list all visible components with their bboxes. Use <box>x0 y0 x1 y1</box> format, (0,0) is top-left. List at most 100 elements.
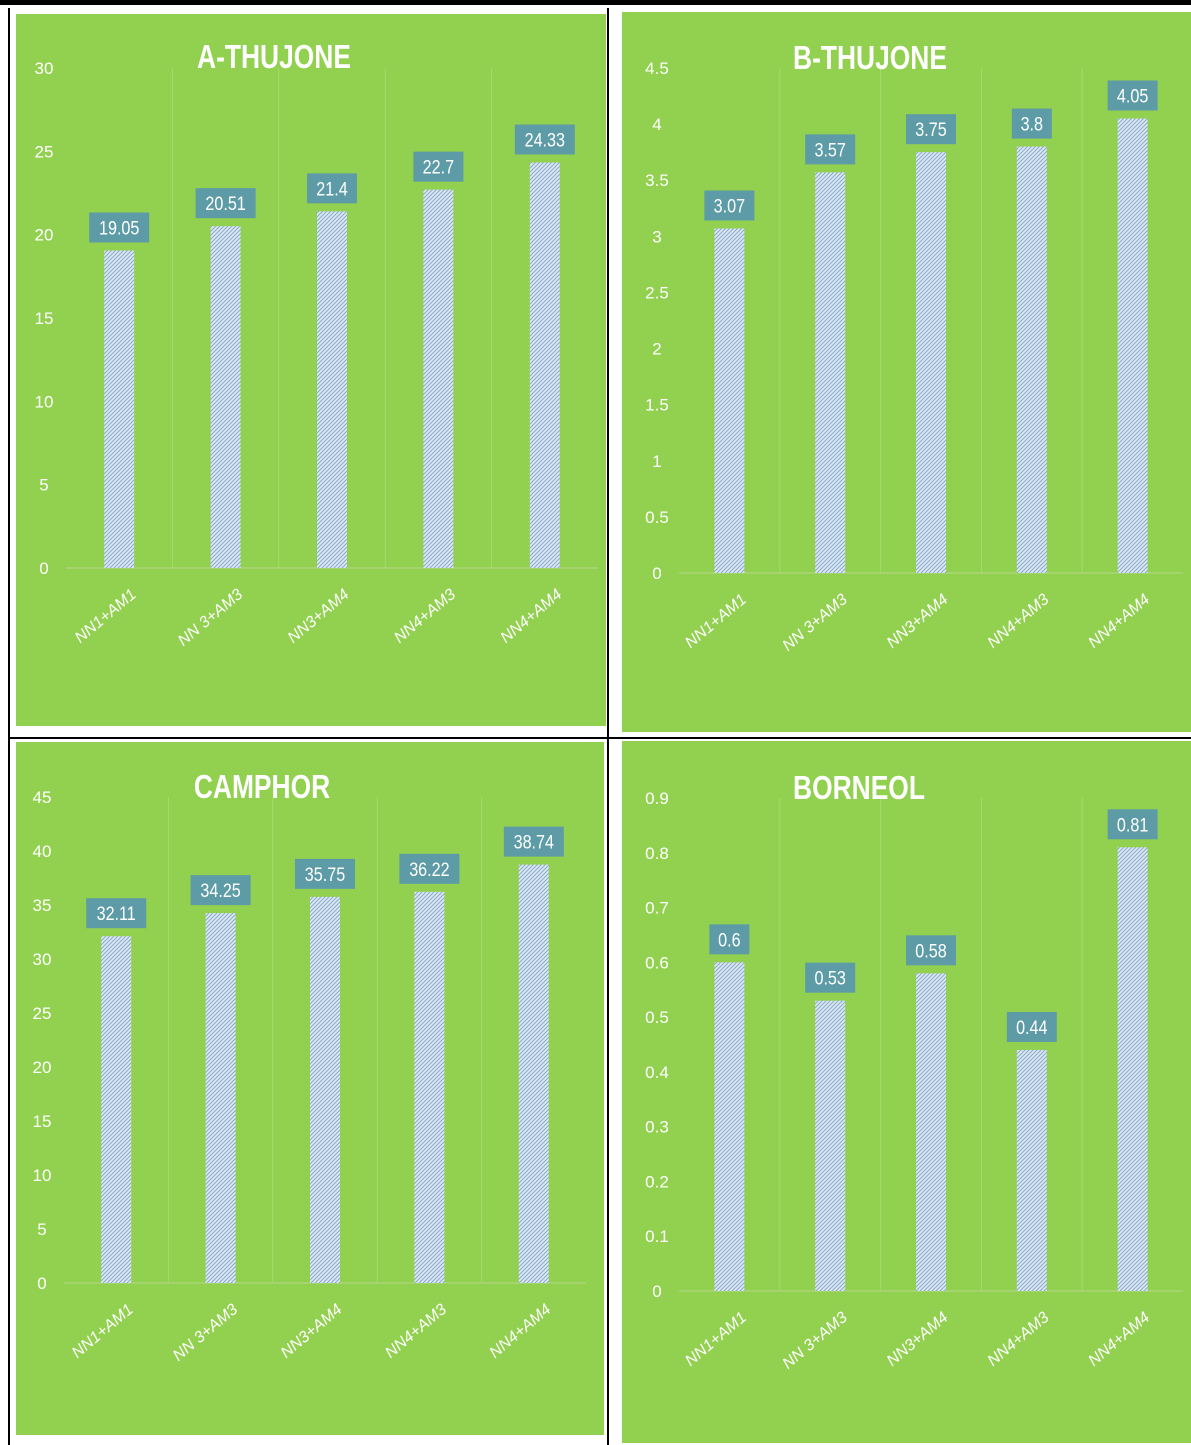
bar <box>1117 847 1148 1291</box>
chart-title: B-THUJONE <box>793 40 947 77</box>
y-tick-label: 0 <box>652 564 661 583</box>
x-tick-label: NN 3+AM3 <box>780 1309 851 1373</box>
data-label: 0.6 <box>718 929 741 951</box>
data-label: 32.11 <box>97 903 136 925</box>
table-border-left <box>8 8 10 1445</box>
y-tick-label: 2 <box>652 340 661 359</box>
data-label: 21.4 <box>316 178 348 200</box>
data-label-box <box>906 114 956 145</box>
top-rule <box>0 0 1191 5</box>
data-label-box <box>709 924 750 955</box>
bar <box>815 1000 846 1291</box>
bar <box>1016 146 1047 574</box>
y-tick-label: 30 <box>35 59 54 78</box>
y-tick-label: 20 <box>35 226 54 245</box>
y-tick-label: 10 <box>35 392 54 411</box>
y-tick-label: 4 <box>652 115 661 134</box>
data-label-box <box>1011 108 1052 139</box>
table-border-middle <box>607 8 609 1445</box>
bar <box>101 936 132 1283</box>
y-tick-label: 40 <box>33 842 52 861</box>
y-tick-label: 0.5 <box>645 508 669 527</box>
bar <box>414 891 445 1283</box>
x-tick-label: NN4+AM3 <box>985 1309 1053 1370</box>
y-tick-label: 25 <box>35 142 54 161</box>
y-tick-label: 0.4 <box>645 1063 669 1082</box>
bar <box>205 913 236 1283</box>
data-label-box <box>307 173 357 204</box>
data-label: 38.74 <box>514 831 555 853</box>
y-tick-label: 0.3 <box>645 1118 669 1137</box>
y-tick-label: 0.1 <box>645 1227 669 1246</box>
bar <box>210 226 241 568</box>
x-tick-label: NN1+AM1 <box>682 1309 750 1370</box>
data-label: 20.51 <box>205 193 245 215</box>
x-tick-label: NN 3+AM3 <box>170 1301 241 1365</box>
x-tick-label: NN1+AM1 <box>682 591 750 652</box>
data-label: 0.81 <box>1117 814 1148 836</box>
data-label: 3.75 <box>915 119 947 141</box>
chart-a-thujone: 0 5 10 15 20 25 30 A-THUJONE 19.05 NN1+AM1 20.51 NN… <box>35 39 598 650</box>
bar <box>1117 118 1148 573</box>
data-label-box <box>704 190 755 221</box>
y-tick-label: 5 <box>39 476 48 495</box>
y-tick-label: 1 <box>652 452 661 471</box>
bar <box>310 896 340 1283</box>
bar <box>916 152 946 573</box>
y-tick-label: 25 <box>33 1004 52 1023</box>
x-tick-label: NN1+AM1 <box>69 1301 137 1362</box>
data-label: 34.25 <box>200 880 241 902</box>
chart-title: A-THUJONE <box>197 39 351 76</box>
data-label: 0.58 <box>915 940 947 962</box>
x-tick-label: NN1+AM1 <box>72 586 140 647</box>
y-tick-label: 0.8 <box>645 844 669 863</box>
y-tick-label: 3.5 <box>645 171 669 190</box>
x-tick-label: NN4+AM4 <box>1085 591 1153 652</box>
data-label-box <box>89 212 150 243</box>
chart-borneol: 0 0.1 0.2 0.3 0.4 0.5 0.6 0.7 0.8 0.9 BORNEOL 0.6 NN… <box>645 770 1183 1373</box>
bar <box>317 211 347 569</box>
data-label-box <box>1107 80 1158 111</box>
data-label-box <box>86 898 147 929</box>
chart-title: BORNEOL <box>793 770 925 807</box>
x-tick-label: NN4+AM4 <box>498 586 566 647</box>
chart-panel-borneol: 0 0.1 0.2 0.3 0.4 0.5 0.6 0.7 0.8 0.9 BORNEOL 0.6 NN… <box>622 741 1191 1443</box>
x-tick-label: NN3+AM4 <box>285 586 353 647</box>
bar <box>815 172 846 573</box>
data-label: 19.05 <box>99 217 140 239</box>
chart-panel-camphor: 0 5 10 15 20 25 30 35 40 45 CAMPHOR 32.11 NN1+AM1 34.… <box>16 742 604 1435</box>
x-tick-label: NN4+AM3 <box>985 591 1053 652</box>
y-tick-label: 3 <box>652 227 661 246</box>
y-tick-label: 20 <box>33 1058 52 1077</box>
chart-panel-a-thujone: 0 5 10 15 20 25 30 A-THUJONE 19.05 NN1+AM1 20.51 NN… <box>16 14 606 726</box>
y-tick-label: 45 <box>33 788 52 807</box>
y-tick-label: 10 <box>33 1166 52 1185</box>
x-tick-label: NN 3+AM3 <box>780 591 851 655</box>
x-tick-label: NN4+AM3 <box>382 1301 450 1362</box>
data-label-box <box>1107 809 1158 840</box>
bar <box>714 962 745 1291</box>
y-tick-label: 30 <box>33 950 52 969</box>
x-tick-label: NN4+AM3 <box>391 586 459 647</box>
y-tick-label: 0.9 <box>645 789 669 808</box>
y-tick-label: 0.6 <box>645 953 669 972</box>
y-tick-label: 0 <box>39 559 48 578</box>
data-label-box <box>503 826 564 857</box>
data-label-box <box>906 935 956 966</box>
bar <box>916 973 946 1291</box>
y-tick-label: 1.5 <box>645 396 669 415</box>
data-label: 35.75 <box>305 864 346 886</box>
y-tick-label: 0.7 <box>645 899 669 918</box>
bar <box>1016 1049 1047 1291</box>
data-label-box <box>1006 1011 1057 1042</box>
y-tick-label: 4.5 <box>645 59 669 78</box>
chart-title: CAMPHOR <box>194 769 331 806</box>
data-label: 3.8 <box>1021 113 1044 135</box>
bar <box>714 228 745 573</box>
data-label: 22.7 <box>423 156 454 178</box>
chart-b-thujone: 0 0.5 1 1.5 2 2.5 3 3.5 4 4.5 B-THUJONE 3.07 NN1+AM1… <box>645 40 1183 655</box>
x-tick-label: NN4+AM4 <box>1085 1309 1153 1370</box>
y-tick-label: 2.5 <box>645 283 669 302</box>
table-border-row <box>8 737 1191 739</box>
data-label-box <box>413 151 464 182</box>
